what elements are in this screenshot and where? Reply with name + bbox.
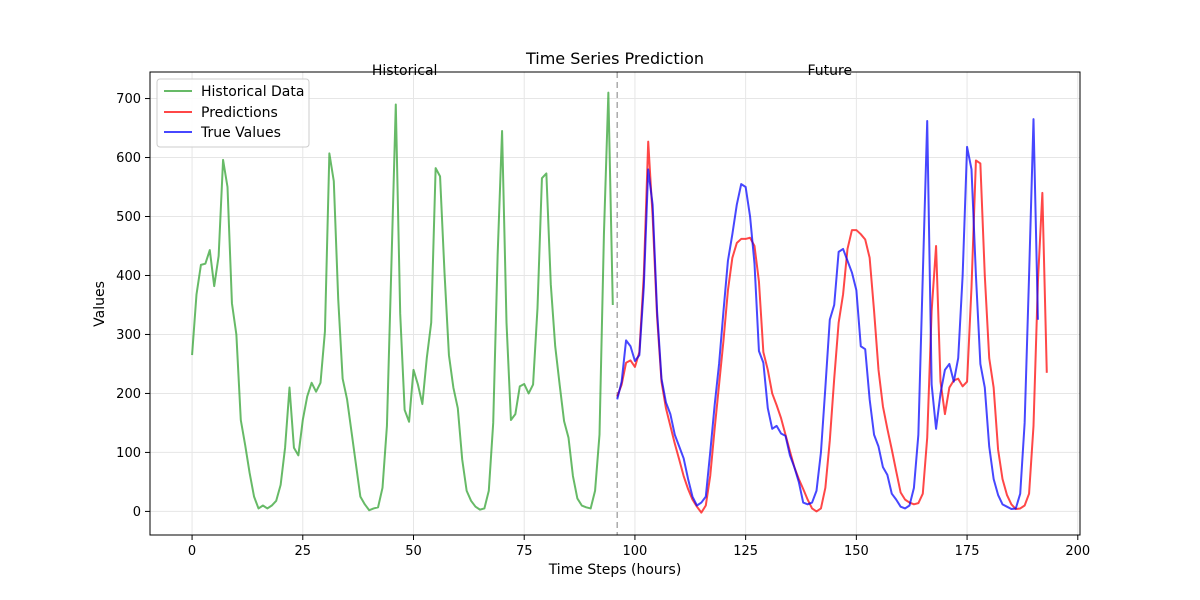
x-tick-label: 75	[516, 544, 533, 559]
x-tick-label: 25	[295, 544, 312, 559]
x-axis-label: Time Steps (hours)	[548, 562, 682, 578]
y-tick-label: 300	[116, 328, 141, 343]
legend-box	[156, 78, 310, 148]
y-tick-label: 100	[116, 446, 141, 461]
series-line-true-values	[616, 118, 1039, 511]
y-tick-label: 700	[116, 92, 141, 107]
axis-ticks: 0 25 50 75 100 125 150 175 200 0 100 200 300 400 500 60…	[116, 92, 1090, 559]
series-lines	[191, 91, 1048, 514]
x-tick-label: 100	[623, 544, 648, 559]
series-line-predictions	[616, 140, 1048, 514]
y-tick-label: 600	[116, 151, 141, 166]
x-tick-label: 175	[955, 544, 980, 559]
series-line-historical-data	[191, 91, 614, 512]
x-tick-label: 50	[405, 544, 422, 559]
y-tick-label: 0	[133, 505, 141, 520]
legend-label-predictions: Predictions	[201, 105, 278, 121]
y-axis-label: Values	[92, 281, 108, 327]
y-tick-label: 500	[116, 210, 141, 225]
x-tick-label: 150	[844, 544, 869, 559]
y-tick-label: 200	[116, 387, 141, 402]
legend-label-true-values: True Values	[200, 125, 281, 141]
x-tick-label: 200	[1065, 544, 1090, 559]
legend-label-historical: Historical Data	[201, 84, 304, 100]
x-tick-label: 0	[188, 544, 196, 559]
plot-frame	[149, 71, 1081, 536]
annotation-future: Future	[807, 63, 852, 79]
y-tick-label: 400	[116, 269, 141, 284]
x-tick-label: 125	[733, 544, 758, 559]
annotation-historical: Historical	[372, 63, 438, 79]
legend: Historical Data Predictions True Values	[156, 78, 310, 148]
chart-title: Time Series Prediction	[525, 49, 704, 68]
plot-area: 0 25 50 75 100 125 150 175 200 0 100 200 300 400 500 60…	[116, 71, 1090, 559]
